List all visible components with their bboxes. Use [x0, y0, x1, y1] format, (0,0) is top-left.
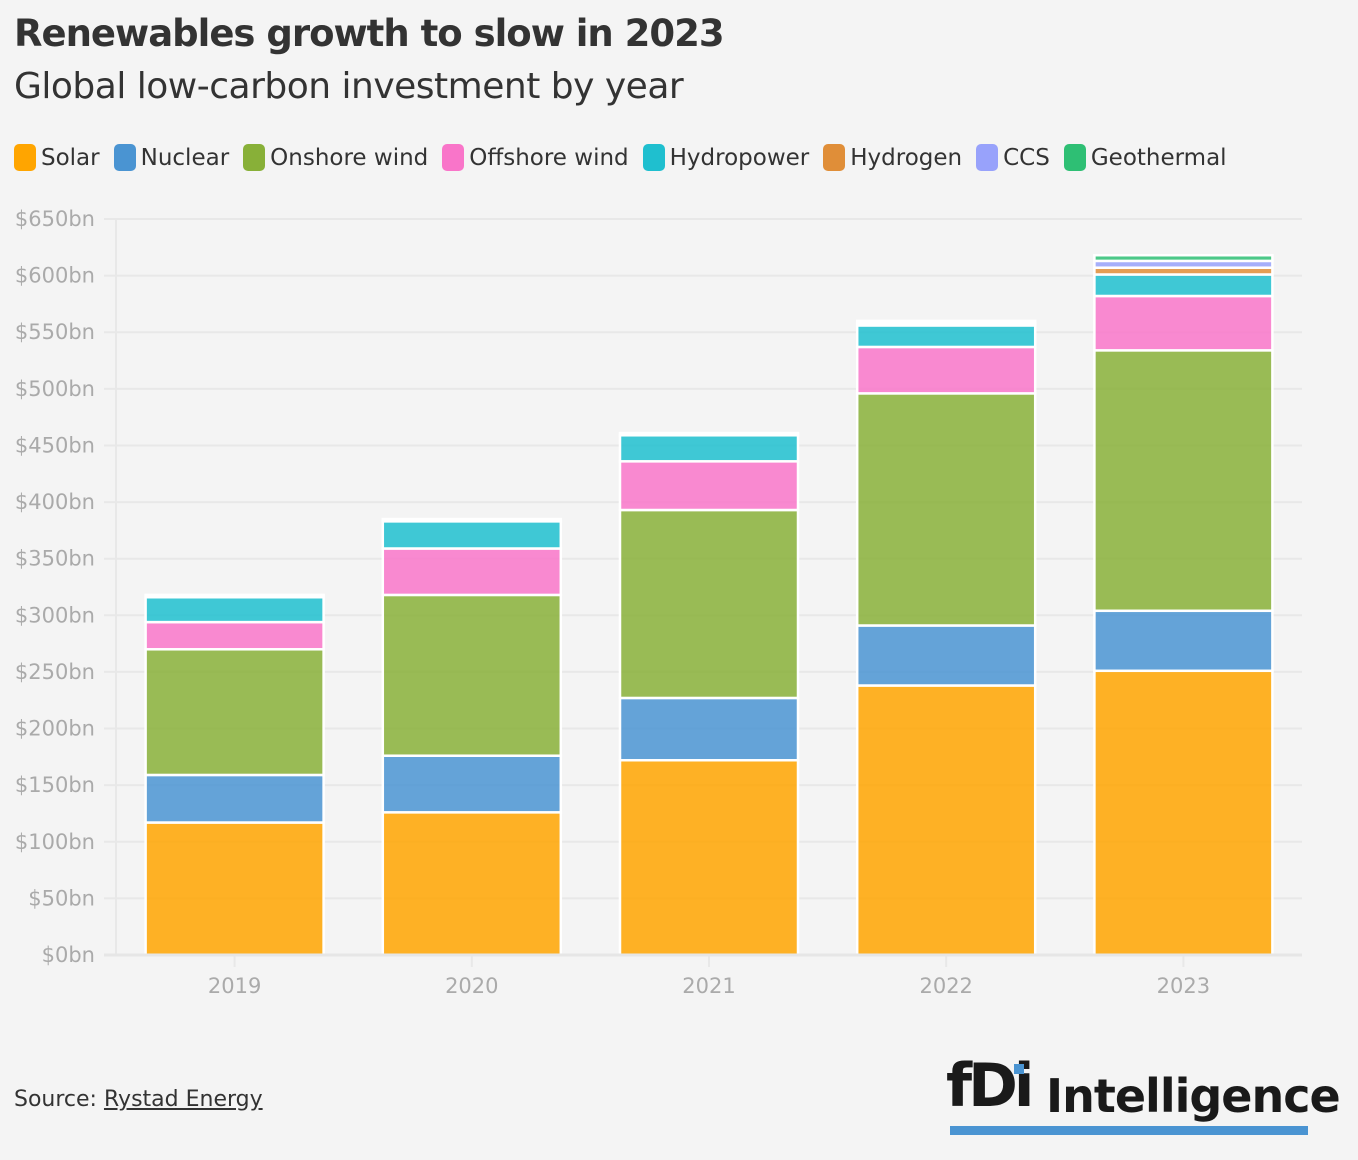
legend-item-onshore-wind[interactable]: Onshore wind: [243, 144, 428, 171]
legend-label: Nuclear: [140, 144, 230, 171]
bar-segment-solar-2023[interactable]: [1093, 669, 1274, 957]
bar-segment-solar-2022[interactable]: [855, 684, 1037, 957]
bar-segment-onshore-wind-2019[interactable]: [144, 648, 325, 777]
y-tick-label: $350bn: [15, 547, 95, 571]
x-tick-label: 2019: [208, 974, 261, 998]
source-prefix: Source:: [14, 1087, 104, 1112]
bar-segment-offshore-wind-2020[interactable]: [381, 547, 563, 597]
bar-segment-solar-2020[interactable]: [381, 811, 563, 957]
bar-segment-geothermal-2021[interactable]: [618, 431, 800, 437]
legend-label: Hydrogen: [850, 144, 963, 171]
bar-segment-hydropower-2019[interactable]: [144, 595, 325, 624]
bar-segment-onshore-wind-2021[interactable]: [618, 508, 800, 700]
y-tick-label: $500bn: [15, 377, 95, 401]
legend-item-geothermal[interactable]: Geothermal: [1063, 144, 1227, 171]
legend-item-offshore-wind[interactable]: Offshore wind: [442, 144, 629, 171]
legend-label: Solar: [41, 144, 100, 171]
legend-label: Offshore wind: [469, 144, 629, 171]
legend-item-solar[interactable]: Solar: [14, 144, 100, 171]
bar-segment-hydropower-2023[interactable]: [1093, 273, 1274, 298]
bar-segment-onshore-wind-2023[interactable]: [1093, 349, 1274, 613]
bar-segment-onshore-wind-2020[interactable]: [381, 593, 563, 757]
legend-swatch: [113, 144, 136, 171]
bar-segment-nuclear-2019[interactable]: [144, 773, 325, 824]
legend-label: CCS: [1003, 144, 1050, 171]
bar-segment-offshore-wind-2021[interactable]: [618, 460, 800, 512]
legend-item-hydropower[interactable]: Hydropower: [642, 144, 810, 171]
y-tick-label: $400bn: [15, 490, 95, 514]
bar-segment-solar-2019[interactable]: [144, 821, 325, 957]
y-tick-label: $50bn: [28, 886, 95, 910]
legend: Solar Nuclear Onshore wind Offshore wind Hyd…: [14, 144, 1241, 171]
legend-label: Hydropower: [669, 144, 810, 171]
legend-swatch: [14, 144, 36, 171]
x-tick-label: 2021: [682, 974, 735, 998]
logo-dot-icon: [1014, 1064, 1024, 1074]
source-note: Source: Rystad Energy: [14, 1087, 263, 1112]
bar-segment-nuclear-2021[interactable]: [618, 696, 800, 762]
legend-swatch: [243, 144, 266, 171]
bar-segment-solar-2021[interactable]: [618, 758, 800, 957]
bar-segment-nuclear-2020[interactable]: [381, 754, 563, 814]
source-link[interactable]: Rystad Energy: [103, 1087, 263, 1112]
y-tick-label: $450bn: [15, 433, 95, 457]
x-tick-label: 2020: [445, 974, 498, 998]
y-tick-label: $150bn: [15, 773, 95, 797]
legend-swatch: [823, 144, 846, 171]
bar-segment-hydropower-2020[interactable]: [381, 520, 563, 550]
y-tick-label: $100bn: [15, 830, 95, 854]
bar-segment-geothermal-2023[interactable]: [1093, 253, 1274, 263]
bar-segment-geothermal-2020[interactable]: [381, 517, 563, 523]
x-tick-label: 2022: [919, 974, 972, 998]
legend-swatch: [442, 144, 465, 171]
y-tick-label: $550bn: [15, 320, 95, 344]
legend-swatch: [642, 144, 665, 171]
stacked-bar-chart: $0bn $50bn $100bn $150bn $200bn $250bn $300bn $…: [15, 207, 1302, 998]
bar-segment-onshore-wind-2022[interactable]: [855, 392, 1037, 627]
bar-segment-offshore-wind-2022[interactable]: [855, 345, 1037, 395]
bar-segment-nuclear-2023[interactable]: [1093, 609, 1274, 673]
logo-text: Intelligence: [1046, 1069, 1341, 1123]
bar-segment-geothermal-2019[interactable]: [144, 593, 325, 599]
chart-title: Renewables growth to slow in 2023: [14, 12, 725, 55]
y-tick-label: $600bn: [15, 264, 95, 288]
bar-segment-offshore-wind-2023[interactable]: [1093, 294, 1274, 352]
legend-swatch: [1063, 144, 1086, 171]
legend-item-nuclear[interactable]: Nuclear: [113, 144, 230, 171]
bar-segment-hydropower-2022[interactable]: [855, 324, 1037, 349]
bar-segment-hydropower-2021[interactable]: [618, 434, 800, 463]
bar-segment-geothermal-2022[interactable]: [855, 319, 1037, 325]
legend-label: Geothermal: [1090, 144, 1227, 171]
legend-swatch: [976, 144, 999, 171]
y-tick-label: $0bn: [42, 943, 95, 967]
legend-label: Onshore wind: [270, 144, 429, 171]
y-tick-label: $200bn: [15, 717, 95, 741]
bar-segment-offshore-wind-2019[interactable]: [144, 620, 325, 651]
bar-segment-nuclear-2022[interactable]: [855, 624, 1037, 687]
y-tick-label: $300bn: [15, 603, 95, 627]
chart-subtitle: Global low-carbon investment by year: [14, 66, 684, 107]
x-tick-label: 2023: [1157, 974, 1210, 998]
logo-underline: [950, 1126, 1308, 1135]
legend-item-ccs[interactable]: CCS: [976, 144, 1050, 171]
y-tick-label: $650bn: [15, 207, 95, 231]
fdi-intelligence-logo: fDi Intelligence: [946, 1056, 1341, 1136]
legend-item-hydrogen[interactable]: Hydrogen: [823, 144, 962, 171]
y-tick-label: $250bn: [15, 660, 95, 684]
